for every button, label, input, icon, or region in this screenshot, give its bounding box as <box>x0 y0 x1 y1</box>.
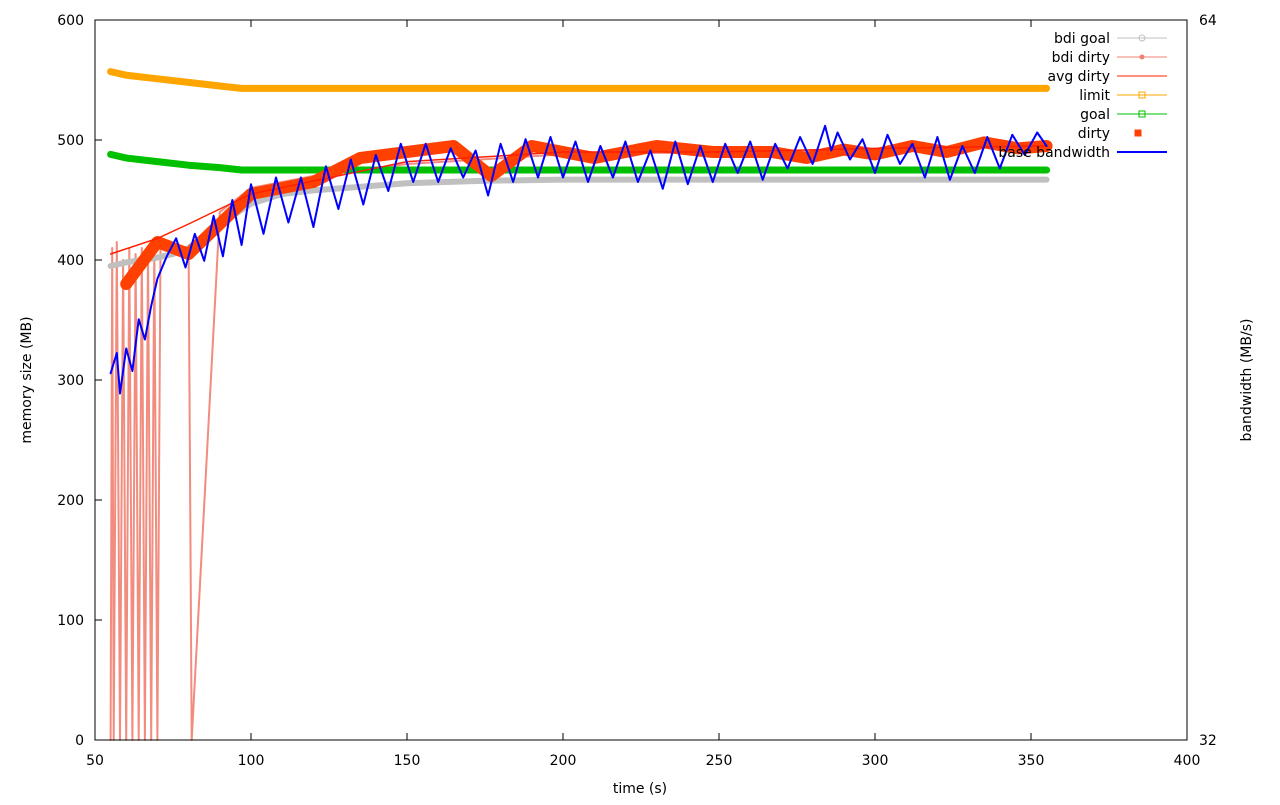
y2-tick-label: 32 <box>1199 733 1217 749</box>
axes-layer: 50 100 150 200 250 300 350 400 0 100 200 300 400 500 6… <box>57 13 1217 769</box>
y-tick-label: 100 <box>57 613 84 629</box>
series-line-limit <box>107 68 1051 92</box>
y-tick-label: 300 <box>57 373 84 389</box>
legend: bdi goal bdi dirty avg dirty limit goal dirty… <box>998 31 1167 161</box>
dirty-marker <box>802 154 810 162</box>
y2-tick-label: 64 <box>1199 13 1217 29</box>
series-layer <box>107 68 1053 741</box>
legend-label-bdi-goal: bdi goal <box>1054 31 1110 47</box>
legend-swatch-dirty <box>1134 129 1142 137</box>
y-tick-label: 600 <box>57 13 84 29</box>
legend-marker-bdi-goal <box>1138 34 1146 42</box>
dirty-marker <box>1015 144 1023 152</box>
x-axis-title: time (s) <box>613 781 667 797</box>
legend-label-base-bandwidth: base bandwidth <box>998 145 1110 161</box>
dirty-marker <box>153 238 161 246</box>
y-tick-label: 0 <box>75 733 84 749</box>
x-tick-label: 150 <box>394 753 421 769</box>
y-tick-label: 500 <box>57 133 84 149</box>
y-tick-label: 400 <box>57 253 84 269</box>
dirty-marker <box>309 178 317 186</box>
dirty-marker <box>590 154 598 162</box>
x-tick-label: 50 <box>86 753 104 769</box>
plot-frame <box>94 19 1188 741</box>
series-line-goal <box>107 150 1051 174</box>
x-tick-label: 350 <box>1018 753 1045 769</box>
series-line-bdi-dirty <box>109 145 1048 741</box>
legend-label-avg-dirty: avg dirty <box>1047 69 1110 85</box>
dirty-marker <box>356 154 364 162</box>
legend-marker-goal <box>1138 110 1146 118</box>
legend-label-goal: goal <box>1080 107 1110 123</box>
dirty-marker <box>403 148 411 156</box>
dirty-marker <box>450 142 458 150</box>
dirty-marker <box>487 172 495 180</box>
dirty-marker <box>943 148 951 156</box>
y-tick-label: 200 <box>57 493 84 509</box>
dirty-marker <box>122 280 130 288</box>
x-tick-label: 250 <box>706 753 733 769</box>
y2-axis-title: bandwidth (MB/s) <box>1239 319 1255 442</box>
series-line-dirty <box>120 136 1053 290</box>
series-line-base-bandwidth <box>109 124 1048 395</box>
x-tick-label: 100 <box>238 753 265 769</box>
x-tick-label: 200 <box>550 753 577 769</box>
legend-label-limit: limit <box>1079 88 1110 104</box>
x-tick-label: 300 <box>862 753 889 769</box>
legend-label-bdi-dirty: bdi dirty <box>1052 50 1110 66</box>
y-axis-title: memory size (MB) <box>19 316 35 443</box>
dirty-marker <box>653 142 661 150</box>
legend-marker-limit <box>1138 91 1146 99</box>
legend-marker-bdi-dirty <box>1139 54 1145 60</box>
x-tick-label: 400 <box>1174 753 1201 769</box>
dirty-marker <box>871 150 879 158</box>
legend-label-dirty: dirty <box>1078 126 1110 142</box>
dirty-marker <box>528 142 536 150</box>
dirty-marker <box>980 138 988 146</box>
